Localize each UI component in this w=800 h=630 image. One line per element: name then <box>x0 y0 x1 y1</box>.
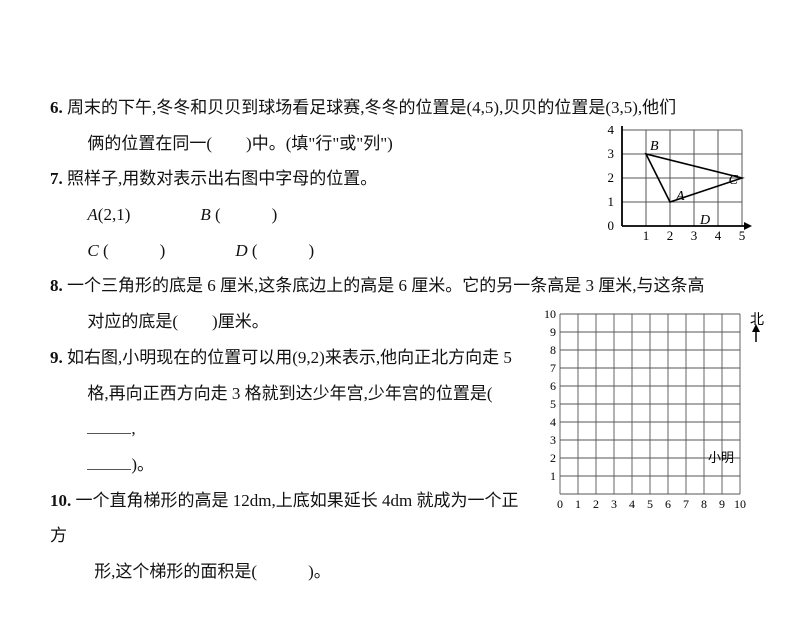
q9-blank-1[interactable] <box>87 419 131 434</box>
q9-number: 9. <box>50 348 63 367</box>
svg-text:6: 6 <box>550 379 556 393</box>
svg-text:10: 10 <box>734 497 746 511</box>
svg-text:北: 北 <box>750 312 764 328</box>
svg-text:10: 10 <box>544 307 556 321</box>
q7-opt-B: B ( ) <box>200 197 277 233</box>
svg-text:7: 7 <box>683 497 689 511</box>
svg-text:4: 4 <box>550 415 556 429</box>
q7-grid-figure: 0 1 2 3 4 1 2 3 4 5 B A C D <box>602 126 752 246</box>
q10-text-2: 形,这个梯形的面积是( )。 <box>50 554 520 590</box>
q6-text-1: 周末的下午,冬冬和贝贝到球场看足球赛,冬冬的位置是(4,5),贝贝的位置是(3,… <box>67 98 676 117</box>
svg-text:B: B <box>650 139 659 154</box>
svg-text:3: 3 <box>608 146 615 161</box>
svg-text:7: 7 <box>550 361 556 375</box>
svg-text:A: A <box>675 189 685 204</box>
q8-number: 8. <box>50 276 63 295</box>
q9-text-2: 格,再向正西方向走 3 格就到达少年宫,少年宫的位置是(, <box>50 376 520 447</box>
svg-text:4: 4 <box>629 497 635 511</box>
svg-text:2: 2 <box>667 228 674 243</box>
svg-text:5: 5 <box>647 497 653 511</box>
q6-number: 6. <box>50 98 63 117</box>
svg-text:0: 0 <box>557 497 563 511</box>
svg-text:5: 5 <box>550 397 556 411</box>
svg-text:2: 2 <box>593 497 599 511</box>
svg-text:2: 2 <box>550 451 556 465</box>
svg-text:1: 1 <box>575 497 581 511</box>
q9-text-1: 如右图,小明现在的位置可以用(9,2)来表示,他向正北方向走 5 <box>67 348 512 367</box>
svg-text:9: 9 <box>719 497 725 511</box>
svg-text:6: 6 <box>665 497 671 511</box>
q9-grid-figure: 12345678910012345678910北小明 <box>538 302 764 514</box>
svg-text:小明: 小明 <box>708 450 734 465</box>
svg-text:C: C <box>729 173 739 188</box>
q9-text-3: )。 <box>50 447 520 483</box>
svg-text:3: 3 <box>550 433 556 447</box>
q9-blank-2[interactable] <box>87 455 131 470</box>
q7-opt-A: A(2,1) <box>87 197 130 233</box>
q8-text-1: 一个三角形的底是 6 厘米,这条底边上的高是 6 厘米。它的另一条高是 3 厘米… <box>67 276 705 295</box>
q7-opt-D: D ( ) <box>235 233 314 269</box>
q10-number: 10. <box>50 491 71 510</box>
svg-text:1: 1 <box>608 194 615 209</box>
worksheet-page: 6. 周末的下午,冬冬和贝贝到球场看足球赛,冬冬的位置是(4,5),贝贝的位置是… <box>0 0 800 630</box>
svg-text:4: 4 <box>608 126 615 137</box>
svg-text:0: 0 <box>608 218 615 233</box>
svg-text:9: 9 <box>550 325 556 339</box>
svg-text:5: 5 <box>739 228 746 243</box>
q10-text-1: 一个直角梯形的高是 12dm,上底如果延长 4dm 就成为一个正方 <box>50 491 518 546</box>
svg-text:D: D <box>699 213 710 228</box>
svg-text:3: 3 <box>611 497 617 511</box>
q7-text-1: 照样子,用数对表示出右图中字母的位置。 <box>67 169 377 188</box>
q7-number: 7. <box>50 169 63 188</box>
svg-text:8: 8 <box>550 343 556 357</box>
svg-text:1: 1 <box>643 228 650 243</box>
svg-text:8: 8 <box>701 497 707 511</box>
svg-text:2: 2 <box>608 170 615 185</box>
svg-text:4: 4 <box>715 228 722 243</box>
svg-text:3: 3 <box>691 228 698 243</box>
q7-opt-C: C ( ) <box>87 233 165 269</box>
svg-text:1: 1 <box>550 469 556 483</box>
